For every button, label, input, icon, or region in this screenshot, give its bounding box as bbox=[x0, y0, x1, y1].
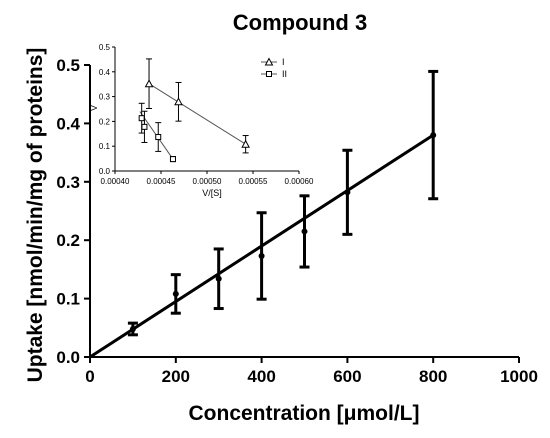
inset-point-triangle bbox=[241, 139, 250, 148]
legend-label-II: II bbox=[282, 69, 287, 79]
main-x-tick-label: 0 bbox=[85, 367, 94, 386]
main-y-tick-label: 0.5 bbox=[56, 56, 80, 75]
inset-x-tick-label: 0.00045 bbox=[147, 177, 176, 186]
main-x-tick-label: 200 bbox=[162, 367, 190, 386]
inset-point-triangle bbox=[144, 79, 154, 88]
inset-point-square bbox=[141, 123, 148, 130]
inset-fit-line-I bbox=[148, 83, 246, 145]
main-y-axis-label: Uptake [nmol/min/mg of proteins] bbox=[24, 48, 47, 383]
inset-point-square bbox=[155, 134, 162, 141]
inset-y-tick-label: 0.2 bbox=[99, 117, 111, 126]
main-y-tick-label: 0.1 bbox=[56, 290, 80, 309]
main-data-point bbox=[215, 275, 222, 282]
main-data-point bbox=[301, 228, 308, 235]
main-data-point bbox=[344, 189, 351, 196]
inset-point-square bbox=[138, 115, 145, 122]
legend-marker-triangle bbox=[264, 57, 274, 66]
inset-chart: 0.00040 0.00045 0.00050 0.00055 0.00060 0.0 0.… bbox=[89, 43, 314, 198]
main-data-point bbox=[258, 252, 265, 259]
main-axes: 0 200 400 600 800 1000 0.0 0.1 0.2 0.3 0.4 0.5 bbox=[56, 56, 538, 386]
main-data-point bbox=[129, 325, 136, 332]
main-y-tick-label: 0.2 bbox=[56, 231, 80, 250]
inset-y-tick-label: 0.0 bbox=[99, 167, 111, 176]
inset-axes: 0.00040 0.00045 0.00050 0.00055 0.00060 0.0 0.… bbox=[99, 43, 314, 186]
main-y-tick-label: 0.4 bbox=[56, 114, 80, 133]
inset-data-points bbox=[138, 58, 250, 163]
inset-x-tick-label: 0.00055 bbox=[239, 177, 268, 186]
main-data-point bbox=[430, 132, 437, 139]
main-x-axis-label: Concentration [μmol/L] bbox=[189, 402, 420, 425]
inset-legend: III bbox=[261, 57, 287, 79]
legend-marker-square bbox=[266, 71, 272, 77]
inset-x-tick-label: 0.00050 bbox=[193, 177, 222, 186]
inset-y-tick-label: 0.5 bbox=[99, 43, 111, 52]
main-x-tick-label: 400 bbox=[247, 367, 275, 386]
main-y-tick-label: 0.0 bbox=[56, 348, 80, 367]
main-data-points bbox=[127, 69, 439, 337]
main-y-tick-label: 0.3 bbox=[56, 173, 80, 192]
inset-x-tick-label: 0.00060 bbox=[285, 177, 314, 186]
main-x-tick-label: 600 bbox=[333, 367, 361, 386]
inset-point-triangle bbox=[174, 97, 183, 106]
inset-x-tick-label: 0.00040 bbox=[101, 177, 130, 186]
main-x-tick-label: 1000 bbox=[500, 367, 538, 386]
inset-y-tick-label: 0.3 bbox=[99, 93, 111, 102]
inset-point-square bbox=[169, 156, 176, 163]
main-data-point bbox=[172, 290, 179, 297]
legend-label-I: I bbox=[282, 57, 285, 67]
inset-y-tick-label: 0.4 bbox=[99, 68, 111, 77]
inset-x-axis-label: V/[S] bbox=[202, 188, 222, 198]
main-chart-title: Compound 3 bbox=[233, 10, 367, 35]
inset-y-axis-label: V bbox=[89, 105, 99, 111]
main-x-tick-label: 800 bbox=[419, 367, 447, 386]
inset-y-tick-label: 0.1 bbox=[99, 142, 111, 151]
